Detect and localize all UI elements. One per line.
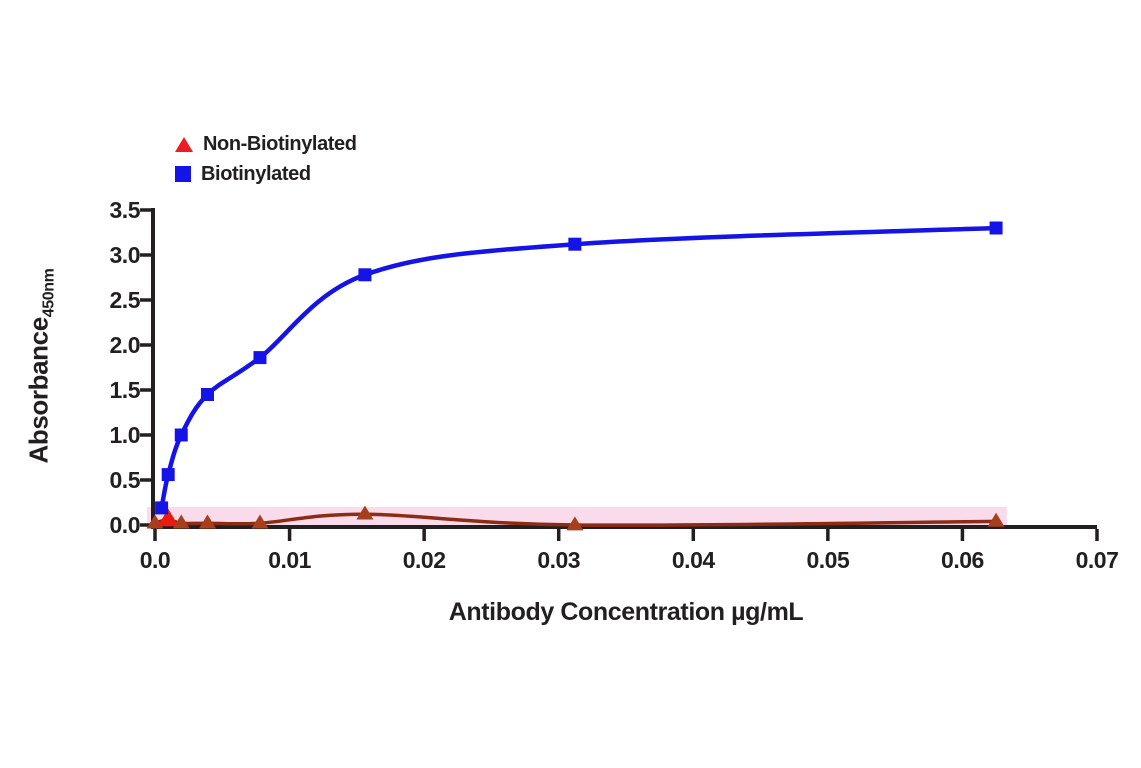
data-point-biotinylated (161, 468, 175, 482)
y-tick-label: 2.0 (110, 332, 140, 358)
x-tick-label: 0.07 (1076, 547, 1119, 573)
data-point-biotinylated (989, 221, 1003, 235)
data-point-biotinylated (253, 351, 267, 365)
y-tick-label: 1.0 (110, 422, 140, 448)
data-point-biotinylated (200, 388, 214, 401)
x-tick-label: 0.02 (403, 547, 446, 573)
triangle-marker-icon (175, 136, 193, 152)
data-point-biotinylated (358, 268, 372, 282)
legend-label-biotinylated: Biotinylated (201, 162, 311, 185)
x-tick-label: 0.01 (268, 547, 311, 573)
x-tick-label: 0.0 (140, 547, 170, 573)
x-tick-label: 0.04 (672, 547, 715, 573)
data-point-non-biotinylated (157, 508, 179, 527)
data-point-non-biotinylated (566, 516, 584, 531)
y-tick-label: 0.0 (110, 512, 140, 538)
data-point-biotinylated (155, 501, 169, 515)
data-point-non-biotinylated (356, 505, 374, 520)
y-tick-label: 0.5 (110, 467, 141, 493)
legend-item-non-biotinylated: Non-Biotinylated (175, 131, 357, 157)
y-tick-label: 3.0 (110, 242, 140, 268)
legend-label-non-biotinylated: Non-Biotinylated (203, 132, 357, 155)
data-point-non-biotinylated (987, 512, 1005, 527)
x-tick-label: 0.03 (537, 547, 580, 573)
data-point-non-biotinylated (198, 514, 216, 529)
y-tick-label: 1.5 (110, 377, 141, 403)
y-axis-title: Absorbance450nm (23, 269, 58, 464)
data-point-non-biotinylated (172, 514, 190, 529)
x-tick-label: 0.05 (806, 547, 849, 573)
legend-item-biotinylated: Biotinylated (175, 161, 357, 187)
y-tick-label: 2.5 (110, 287, 141, 313)
square-marker-icon (175, 166, 191, 182)
series-line-biotinylated (159, 225, 999, 511)
y-tick-label: 3.5 (110, 197, 141, 223)
x-tick-label: 0.06 (941, 547, 984, 573)
data-point-biotinylated (174, 428, 188, 442)
legend: Non-Biotinylated Biotinylated (175, 131, 357, 187)
y-axis-title-text: Absorbance (23, 317, 54, 464)
data-point-biotinylated (568, 237, 582, 251)
data-point-non-biotinylated (251, 514, 269, 529)
x-axis-title: Antibody Concentration µg/mL (448, 598, 804, 626)
y-axis-title-subscript: 450nm (40, 268, 58, 318)
